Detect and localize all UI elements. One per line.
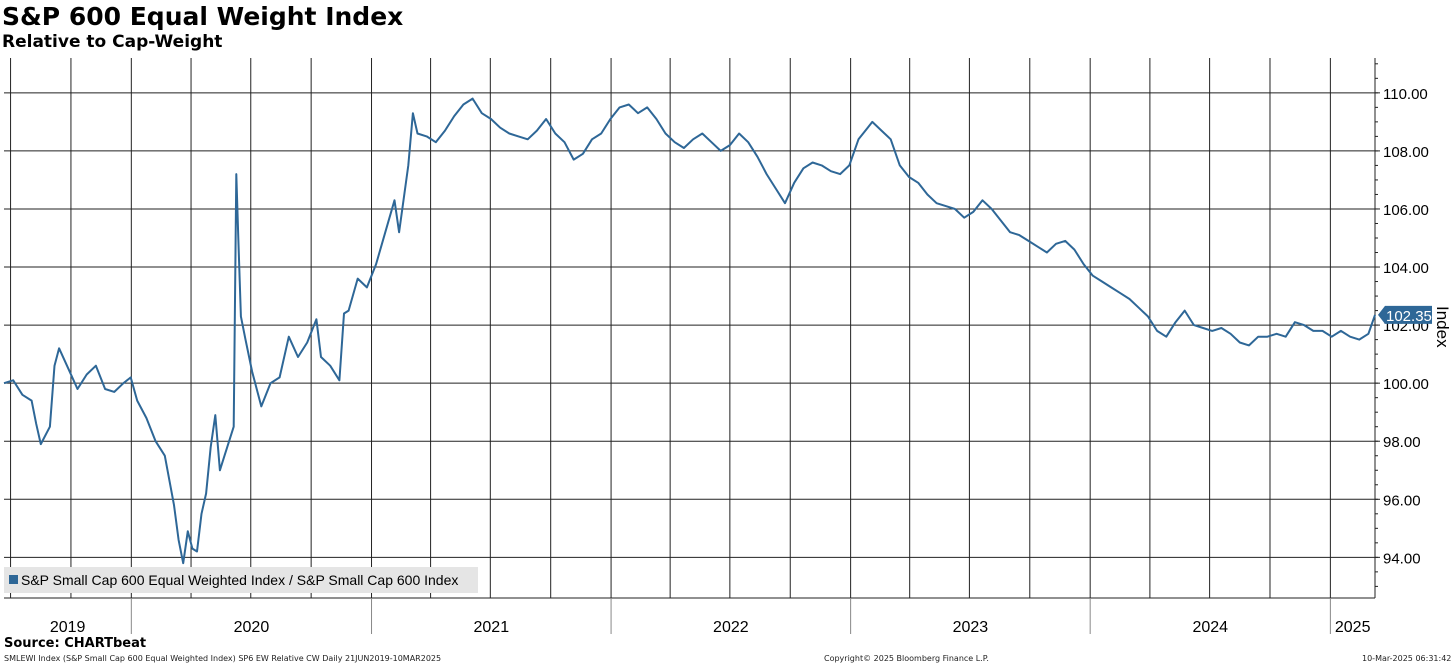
legend-background (4, 567, 478, 593)
x-year-label: 2022 (713, 619, 749, 636)
footer-copyright: Copyright© 2025 Bloomberg Finance L.P. (824, 654, 989, 663)
y-tick-label: 98.00 (1383, 434, 1421, 451)
y-tick-label: 104.00 (1383, 260, 1429, 277)
x-year-label: 2024 (1192, 619, 1228, 636)
legend-label: S&P Small Cap 600 Equal Weighted Index /… (21, 572, 458, 588)
chart-subtitle: Relative to Cap-Weight (2, 32, 223, 52)
footer-description: SMLEWI Index (S&P Small Cap 600 Equal We… (4, 654, 442, 663)
y-tick-label: 94.00 (1383, 550, 1421, 567)
footer-timestamp: 10-Mar-2025 06:31:42 (1362, 654, 1452, 663)
x-year-label: 2023 (953, 619, 989, 636)
x-year-label: 2020 (234, 619, 270, 636)
chart-title: S&P 600 Equal Weight Index (2, 2, 404, 31)
y-axis-label: Index (1433, 306, 1452, 348)
last-value-label: 102.35 (1386, 308, 1432, 325)
last-value-badge (1378, 305, 1432, 324)
line-chart: 94.0096.0098.00100.00102.00104.00106.001… (3, 58, 1452, 636)
x-year-label: 2025 (1335, 619, 1371, 636)
legend-swatch (9, 575, 18, 584)
y-tick-label: 106.00 (1383, 202, 1429, 219)
y-tick-label: 96.00 (1383, 492, 1421, 509)
y-tick-label: 100.00 (1383, 376, 1429, 393)
source-note: Source: CHARTbeat (4, 636, 147, 651)
series-line (3, 97, 1376, 565)
y-tick-label: 108.00 (1383, 144, 1429, 161)
x-year-label: 2019 (50, 619, 86, 636)
x-year-label: 2021 (474, 619, 510, 636)
y-tick-label: 110.00 (1383, 86, 1428, 103)
